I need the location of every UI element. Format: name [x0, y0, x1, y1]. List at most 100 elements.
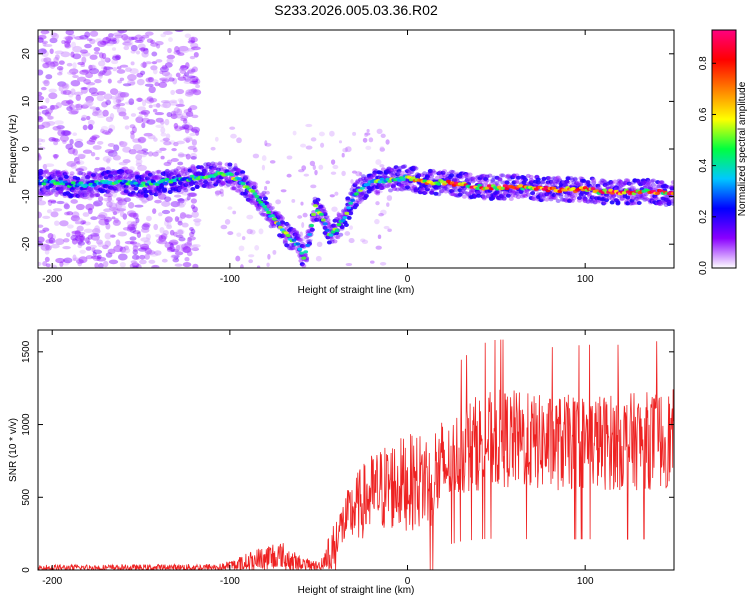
heatmap-cell	[204, 184, 210, 189]
heatmap-cell	[180, 166, 186, 171]
heatmap-cell	[111, 47, 117, 51]
heatmap-cell	[582, 196, 588, 201]
heatmap-cell	[592, 200, 598, 205]
heatmap-cell	[336, 215, 343, 220]
heatmap-cell	[461, 190, 467, 195]
heatmap-cell	[392, 187, 398, 191]
heatmap-cell	[45, 74, 53, 80]
heatmap-cell	[102, 130, 110, 135]
heatmap-cell	[227, 168, 233, 172]
heatmap-cell	[76, 218, 84, 225]
heatmap-cell	[175, 88, 185, 95]
heatmap-cell	[302, 212, 308, 218]
heatmap-cell	[505, 193, 511, 198]
heatmap-cell	[150, 65, 158, 71]
heatmap-cell	[38, 211, 43, 219]
heatmap-cell	[80, 87, 88, 94]
heatmap-cell	[94, 225, 100, 233]
heatmap-cell	[133, 186, 139, 191]
heatmap-cell	[330, 159, 336, 165]
heatmap-cell	[211, 166, 217, 171]
heatmap-cell	[621, 181, 626, 186]
heatmap-cell	[144, 176, 150, 181]
heatmap-cell	[89, 30, 99, 37]
heatmap-cell	[564, 194, 570, 199]
heatmap-cell	[189, 226, 194, 232]
heatmap-cell	[261, 164, 266, 171]
heatmap-cell	[544, 197, 550, 202]
heatmap-cell	[423, 190, 429, 195]
heatmap-cell	[305, 229, 311, 234]
heatmap-cell	[639, 196, 645, 201]
heatmap-cell	[119, 171, 125, 176]
heatmap-cell	[500, 193, 506, 198]
heatmap-cell	[218, 182, 224, 187]
heatmap-cell	[554, 177, 560, 182]
heatmap-cell	[134, 39, 144, 44]
heatmap-cell	[128, 212, 137, 218]
heatmap-cell	[186, 248, 192, 252]
heatmap-cell	[169, 245, 176, 252]
heatmap-cell	[177, 229, 184, 236]
heatmap-cell	[136, 72, 144, 78]
heatmap-cell	[85, 100, 93, 108]
heatmap-cell	[123, 245, 129, 251]
heatmap-cell	[530, 191, 536, 196]
heatmap-cell	[319, 204, 325, 209]
heatmap-cell	[137, 194, 143, 199]
heatmap-cell	[646, 179, 652, 184]
heatmap-cell	[504, 174, 510, 179]
heatmap-cell	[85, 255, 94, 260]
heatmap-cell	[170, 254, 178, 259]
heatmap-cell	[102, 208, 113, 213]
heatmap-cell	[443, 189, 449, 194]
heatmap-cell	[177, 76, 186, 81]
heatmap-cell	[412, 185, 418, 189]
heatmap-cell	[373, 190, 379, 195]
heatmap-cell	[121, 34, 129, 41]
heatmap-cell	[217, 162, 223, 168]
heatmap-cell	[174, 263, 183, 267]
heatmap-cell	[74, 138, 84, 143]
heatmap-cell	[247, 198, 253, 203]
heatmap-cell	[44, 168, 49, 173]
heatmap-cell	[440, 188, 446, 193]
heatmap-cell	[103, 184, 109, 189]
heatmap-cell	[117, 92, 126, 98]
heatmap-cell	[155, 102, 161, 108]
heatmap-cell	[117, 174, 123, 179]
heatmap-cell	[43, 79, 50, 87]
heatmap-cell	[436, 192, 442, 197]
heatmap-cell	[82, 179, 88, 184]
heatmap-cell	[39, 105, 48, 109]
heatmap-cell	[260, 192, 266, 197]
heatmap-cell	[275, 211, 281, 215]
heatmap-cell	[132, 230, 141, 235]
heatmap-cell	[551, 176, 557, 181]
heatmap-cell	[108, 202, 118, 210]
heatmap-cell	[191, 66, 198, 73]
heatmap-cell	[312, 164, 316, 171]
heatmap-cell	[164, 168, 170, 173]
heatmap-cell	[469, 188, 474, 193]
heatmap-cell	[170, 208, 176, 213]
heatmap-cell	[105, 99, 112, 106]
heatmap-cell	[120, 141, 128, 147]
heatmap-cell	[470, 179, 476, 184]
heatmap-cell	[511, 190, 517, 195]
heatmap-cell	[387, 228, 392, 232]
heatmap-cell	[585, 180, 591, 185]
heatmap-cell	[148, 86, 156, 94]
heatmap-cell	[569, 194, 575, 199]
heatmap-cell	[669, 184, 674, 189]
heatmap-cell	[631, 196, 636, 201]
heatmap-cell	[38, 91, 43, 96]
heatmap-cell	[178, 45, 189, 52]
heatmap-cell	[168, 241, 178, 245]
heatmap-cell	[389, 167, 395, 172]
heatmap-cell	[265, 204, 271, 209]
heatmap-cell	[471, 178, 477, 182]
heatmap-cell	[510, 188, 516, 193]
heatmap-cell	[77, 244, 83, 249]
heatmap-cell	[240, 170, 246, 175]
